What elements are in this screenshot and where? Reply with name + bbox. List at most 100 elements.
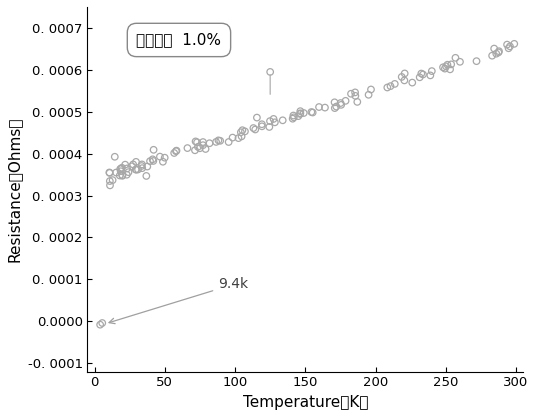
Point (332, 103, 340, 110)
Point (294, 113, 303, 120)
Point (383, 84, 392, 91)
Point (116, 168, 125, 175)
Point (351, 89, 359, 96)
Point (137, 163, 146, 169)
Point (159, 158, 167, 165)
Point (118, 173, 126, 179)
Point (143, 163, 152, 170)
Point (443, 61, 452, 68)
Point (341, 98, 350, 104)
Point (214, 137, 223, 144)
Point (196, 145, 204, 152)
Point (386, 83, 395, 90)
Point (415, 74, 424, 80)
Point (307, 109, 316, 116)
Point (308, 109, 317, 116)
Point (289, 112, 297, 119)
Point (441, 65, 449, 72)
Point (142, 173, 151, 179)
Point (110, 153, 119, 160)
Point (397, 73, 406, 80)
Point (288, 116, 297, 122)
Point (446, 66, 455, 73)
Point (439, 64, 448, 70)
Point (131, 166, 140, 173)
Point (237, 133, 246, 140)
Point (132, 166, 140, 173)
Point (138, 161, 146, 168)
Point (115, 172, 124, 179)
Point (106, 170, 114, 176)
Point (289, 114, 298, 121)
Point (456, 58, 464, 65)
Point (331, 105, 339, 111)
Point (419, 71, 427, 78)
Point (155, 153, 164, 160)
Point (351, 93, 360, 99)
Y-axis label: Resistance（Ohms）: Resistance（Ohms） (7, 116, 22, 262)
Point (193, 139, 202, 146)
Point (172, 148, 180, 155)
Point (364, 91, 373, 98)
Point (121, 161, 129, 168)
Point (249, 125, 258, 131)
Point (251, 126, 259, 133)
Point (146, 158, 154, 164)
Point (116, 166, 124, 172)
Point (108, 177, 117, 183)
Point (488, 53, 496, 59)
Point (408, 79, 416, 86)
Point (426, 72, 435, 79)
Point (106, 178, 114, 184)
Point (228, 134, 237, 141)
Point (124, 169, 133, 176)
Point (447, 61, 456, 68)
Point (149, 158, 158, 164)
Point (241, 128, 249, 135)
Point (170, 150, 178, 156)
Point (296, 108, 304, 115)
Point (271, 119, 279, 126)
Point (494, 49, 503, 56)
Point (495, 48, 503, 55)
Point (129, 161, 137, 168)
Point (296, 111, 304, 117)
Point (391, 80, 399, 87)
Text: 氧含量：  1.0%: 氧含量： 1.0% (137, 33, 221, 48)
Point (112, 169, 121, 176)
Point (492, 50, 501, 57)
Point (337, 101, 345, 108)
Point (238, 127, 247, 133)
Point (258, 123, 266, 130)
Point (148, 156, 157, 163)
Point (128, 163, 136, 170)
Point (212, 138, 220, 145)
Point (428, 68, 436, 74)
Point (442, 63, 450, 70)
Point (132, 158, 140, 165)
Point (96, 322, 105, 328)
Point (183, 145, 192, 151)
Point (258, 121, 266, 128)
Point (296, 110, 304, 117)
Point (202, 146, 210, 152)
Point (367, 86, 375, 93)
Point (118, 172, 126, 178)
Point (191, 138, 200, 145)
Point (269, 116, 278, 122)
Point (225, 139, 233, 146)
Point (451, 55, 460, 61)
Point (134, 166, 143, 173)
X-axis label: Temperature（K）: Temperature（K） (243, 395, 368, 410)
Point (347, 90, 355, 97)
Point (123, 165, 131, 172)
Point (199, 142, 207, 148)
Point (400, 70, 409, 77)
Point (236, 129, 245, 136)
Point (503, 41, 511, 48)
Point (252, 114, 261, 121)
Point (118, 164, 126, 171)
Point (315, 104, 323, 111)
Point (105, 169, 114, 176)
Point (504, 45, 513, 52)
